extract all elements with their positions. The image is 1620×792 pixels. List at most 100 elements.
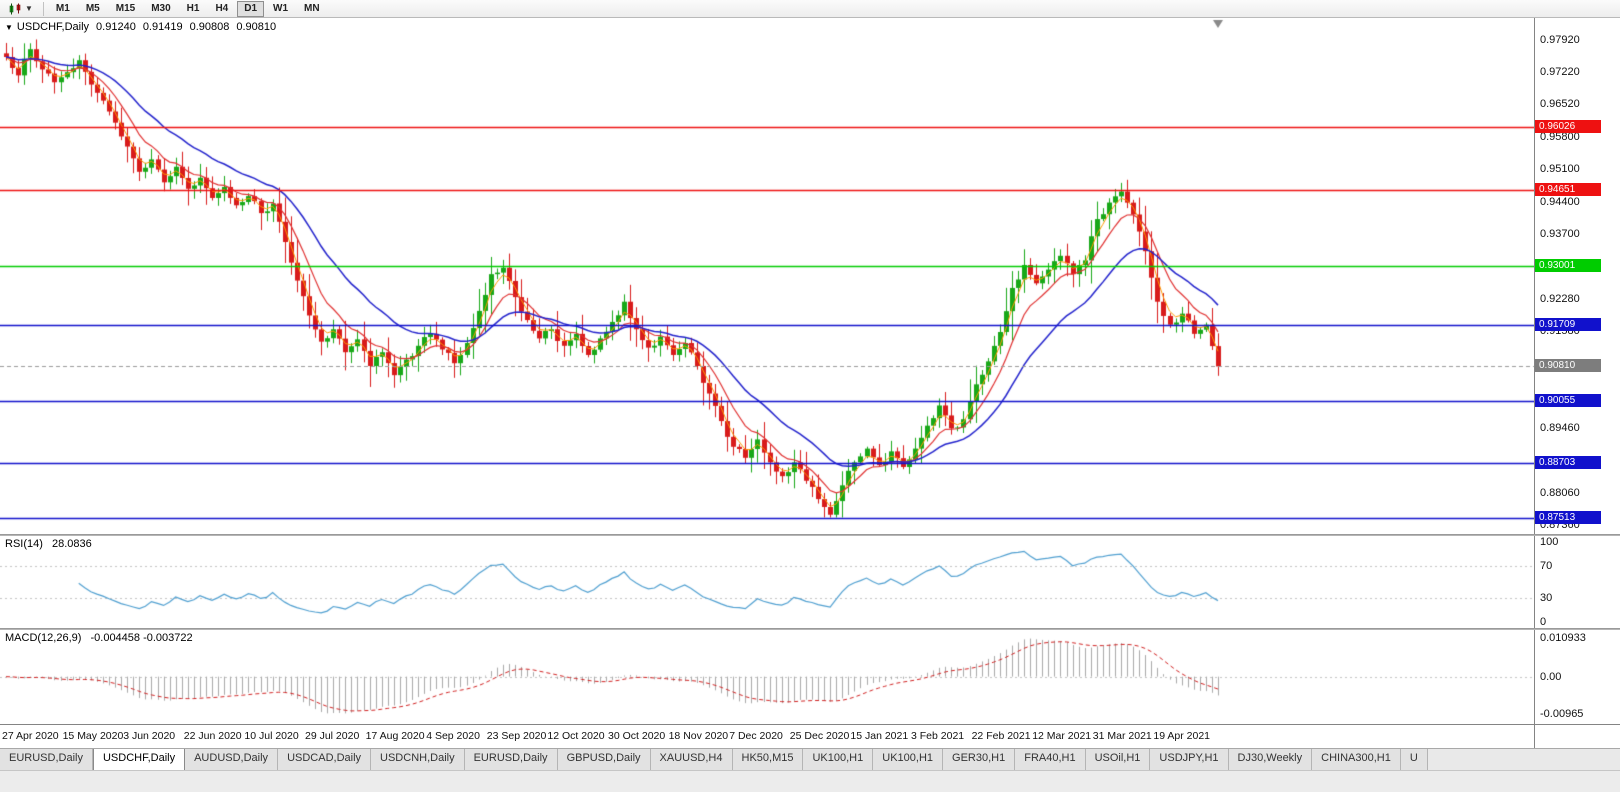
one-click-trading-arrow-icon[interactable]: ▼ (5, 22, 13, 32)
rsi-axis[interactable]: 100 70 30 0 (1534, 536, 1620, 628)
timeframe-button-mn[interactable]: MN (304, 2, 320, 14)
pane-splitter[interactable] (0, 534, 1620, 536)
chart-tab-uk100-h1[interactable]: UK100,H1 (873, 749, 944, 770)
date-tick-label: 27 Apr 2020 (2, 730, 59, 742)
chart-tab-usdjpy-h1[interactable]: USDJPY,H1 (1150, 749, 1229, 770)
timeframe-button-m30[interactable]: M30 (151, 2, 171, 14)
level-price-label: 0.88703 (1535, 456, 1601, 470)
chart-tab-usdcnh-daily[interactable]: USDCNH,Daily (371, 749, 465, 770)
date-tick-label: 22 Jun 2020 (183, 730, 242, 742)
rsi-indicator-value: 28.0836 (51, 538, 92, 550)
chart-tab-gbpusd-daily[interactable]: GBPUSD,Daily (557, 749, 651, 770)
price-tick-label: 0.93700 (1540, 227, 1580, 240)
chart-tab-usdcad-daily[interactable]: USDCAD,Daily (278, 749, 372, 770)
ohlc-open: 0.91240 (96, 21, 136, 33)
price-tick-label: 0.97220 (1540, 66, 1580, 79)
price-tick-label: 0.94400 (1540, 195, 1580, 208)
date-tick-label: 10 Jul 2020 (244, 730, 299, 742)
macd-tick-label: 0.010933 (1540, 632, 1586, 644)
macd-axis[interactable]: 0.010933 0.00 -0.00965 (1534, 630, 1620, 724)
date-axis[interactable]: 27 Apr 2020 15 May 2020 3 Jun 2020 22 Jun 2… (0, 724, 1620, 748)
rsi-tick-label: 70 (1540, 560, 1553, 572)
ohlc-low: 0.90808 (189, 21, 230, 33)
chart-tab-china300-h1[interactable]: CHINA300,H1 (1312, 749, 1401, 770)
chart-tab-ger30-h1[interactable]: GER30,H1 (943, 749, 1016, 770)
chart-title-overlay: ▼ USDCHF,Daily 0.91240 0.91419 0.90808 0… (5, 21, 276, 33)
date-tick-label: 15 Jan 2021 (850, 730, 909, 742)
date-tick-label: 3 Feb 2021 (911, 730, 965, 742)
price-chart-canvas[interactable] (0, 18, 1534, 534)
rsi-canvas[interactable] (0, 536, 1534, 628)
timeframe-buttons: M1 M5 M15 M30 H1 H4 D1 W1 MN (49, 0, 329, 18)
ohlc-close: 0.90810 (236, 21, 277, 33)
date-tick-label: 12 Oct 2020 (547, 730, 605, 742)
macd-label: MACD(12,26,9) -0.004458 -0.003722 (5, 632, 193, 644)
timeframe-button-h1[interactable]: H1 (186, 2, 200, 14)
rsi-tick-label: 30 (1540, 592, 1553, 604)
date-tick-label: 7 Dec 2020 (729, 730, 783, 742)
chevron-down-icon: ▼ (25, 3, 33, 13)
timeframe-button-m5[interactable]: M5 (85, 2, 100, 14)
timeframe-toolbar: ▼ M1 M5 M15 M30 H1 H4 D1 W1 MN (0, 0, 1620, 18)
timeframe-button-d1[interactable]: D1 (237, 0, 265, 17)
macd-canvas[interactable] (0, 630, 1534, 724)
toolbar-separator (42, 1, 44, 16)
rsi-label: RSI(14) 28.0836 (5, 538, 92, 550)
level-price-label: 0.90810 (1535, 359, 1601, 373)
date-tick-label: 15 May 2020 (62, 730, 124, 742)
level-price-label: 0.96026 (1535, 119, 1601, 133)
chart-tab-dj30-weekly[interactable]: DJ30,Weekly (1228, 749, 1313, 770)
chart-window: 0.97920 0.97220 0.96520 0.95800 0.95100 0.944… (0, 18, 1620, 748)
rsi-tick-label: 100 (1540, 536, 1559, 548)
date-tick-label: 23 Sep 2020 (486, 730, 547, 742)
date-tick-label: 25 Dec 2020 (789, 730, 850, 742)
chart-tab-hk50-m15[interactable]: HK50,M15 (732, 749, 804, 770)
chart-tab-u[interactable]: U (1400, 749, 1428, 770)
level-price-label: 0.93001 (1535, 258, 1601, 272)
date-tick-label: 19 Apr 2021 (1153, 730, 1211, 742)
main-chart-pane: 0.97920 0.97220 0.96520 0.95800 0.95100 0.944… (0, 18, 1620, 534)
chart-tab-fra40-h1[interactable]: FRA40,H1 (1015, 749, 1086, 770)
macd-pane: 0.010933 0.00 -0.00965 MACD(12,26,9) -0.00… (0, 630, 1620, 724)
chart-tabs-bar: EURUSD,Daily USDCHF,Daily AUDUSD,Daily USDC… (0, 748, 1620, 770)
date-tick-label: 22 Feb 2021 (971, 730, 1031, 742)
chart-tab-eurusd-daily[interactable]: EURUSD,Daily (464, 749, 558, 770)
timeframe-button-m1[interactable]: M1 (55, 2, 70, 14)
rsi-indicator-name: RSI(14) (5, 538, 43, 550)
chart-tab-eurusd-daily[interactable]: EURUSD,Daily (0, 749, 93, 770)
candlestick-chart-icon (9, 3, 21, 14)
date-tick-label: 29 Jul 2020 (305, 730, 360, 742)
chart-tab-xauusd-h4[interactable]: XAUUSD,H4 (650, 749, 733, 770)
chart-tab-usdchf-daily[interactable]: USDCHF,Daily (92, 749, 186, 770)
level-price-label: 0.90055 (1535, 394, 1601, 408)
axis-corner (1534, 725, 1620, 748)
price-tick-label: 0.96520 (1540, 98, 1580, 111)
price-tick-label: 0.89460 (1540, 422, 1580, 435)
price-tick-label: 0.97920 (1540, 34, 1580, 47)
date-tick-label: 3 Jun 2020 (123, 730, 176, 742)
date-tick-label: 12 Mar 2021 (1032, 730, 1092, 742)
chart-tab-uk100-h1[interactable]: UK100,H1 (803, 749, 874, 770)
macd-indicator-values: -0.004458 -0.003722 (90, 632, 193, 644)
status-bar (0, 770, 1620, 792)
price-tick-label: 0.95800 (1540, 131, 1580, 144)
price-tick-label: 0.92280 (1540, 292, 1580, 305)
pane-splitter[interactable] (0, 628, 1620, 630)
price-tick-label: 0.88060 (1540, 486, 1580, 499)
timeframe-button-h4[interactable]: H4 (215, 2, 229, 14)
level-price-label: 0.94651 (1535, 183, 1601, 197)
macd-tick-label: 0.00 (1540, 670, 1562, 683)
price-tick-label: 0.95100 (1540, 163, 1580, 176)
timeframe-button-w1[interactable]: W1 (273, 2, 289, 14)
chart-tab-audusd-daily[interactable]: AUDUSD,Daily (185, 749, 279, 770)
date-tick-label: 17 Aug 2020 (365, 730, 425, 742)
timeframe-button-m15[interactable]: M15 (115, 2, 136, 14)
macd-indicator-name: MACD(12,26,9) (5, 632, 82, 644)
date-tick-label: 18 Nov 2020 (668, 730, 729, 742)
level-price-label: 0.91709 (1535, 318, 1601, 332)
price-axis[interactable]: 0.97920 0.97220 0.96520 0.95800 0.95100 0.944… (1534, 18, 1620, 534)
date-tick-label: 4 Sep 2020 (426, 730, 480, 742)
chart-type-button[interactable]: ▼ (4, 1, 38, 17)
chart-tab-usoil-h1[interactable]: USOil,H1 (1085, 749, 1151, 770)
